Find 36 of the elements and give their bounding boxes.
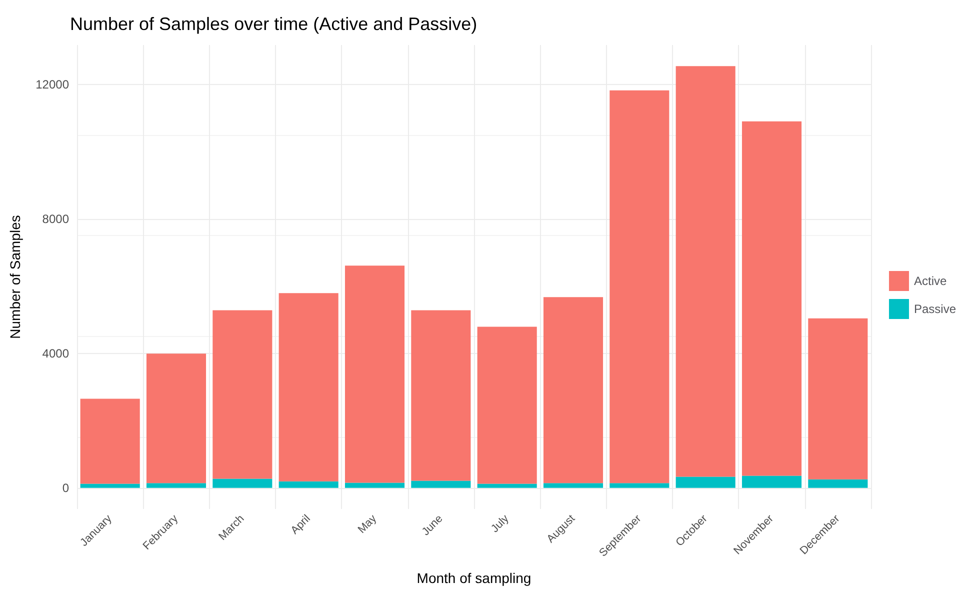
x-tick-label: July [489, 512, 512, 536]
bar [411, 310, 471, 481]
x-axis-title: Month of sampling [416, 570, 532, 586]
legend-label: Passive [914, 302, 956, 316]
y-tick-label: 4000 [42, 346, 70, 360]
bar [742, 476, 802, 488]
y-tick-label: 12000 [36, 77, 70, 92]
bar [543, 297, 604, 484]
bar [543, 483, 604, 488]
y-axis-title: Number of Samples [7, 215, 23, 339]
bar [411, 480, 471, 488]
bar [344, 482, 405, 488]
bar [146, 483, 206, 488]
bar [146, 354, 206, 484]
bar [808, 479, 868, 488]
bar [676, 476, 736, 488]
bar [344, 266, 405, 483]
chart-title: Number of Samples over time (Active and Passive) [70, 14, 478, 34]
y-tick-label: 8000 [42, 212, 70, 226]
legend-label: Active [914, 274, 947, 288]
x-tick-label: June [420, 512, 446, 538]
x-tick-label: May [356, 512, 380, 536]
bar [477, 484, 537, 488]
bar [610, 483, 670, 488]
bar [278, 481, 338, 488]
y-tick-label: 0 [62, 480, 70, 495]
bar [212, 310, 272, 479]
bar [80, 398, 140, 484]
bar [80, 484, 140, 488]
bar [212, 478, 272, 488]
bar [610, 90, 670, 484]
bar [278, 293, 338, 482]
bar [676, 66, 736, 477]
bar [808, 318, 868, 480]
bar [742, 121, 802, 476]
bar [477, 326, 537, 484]
